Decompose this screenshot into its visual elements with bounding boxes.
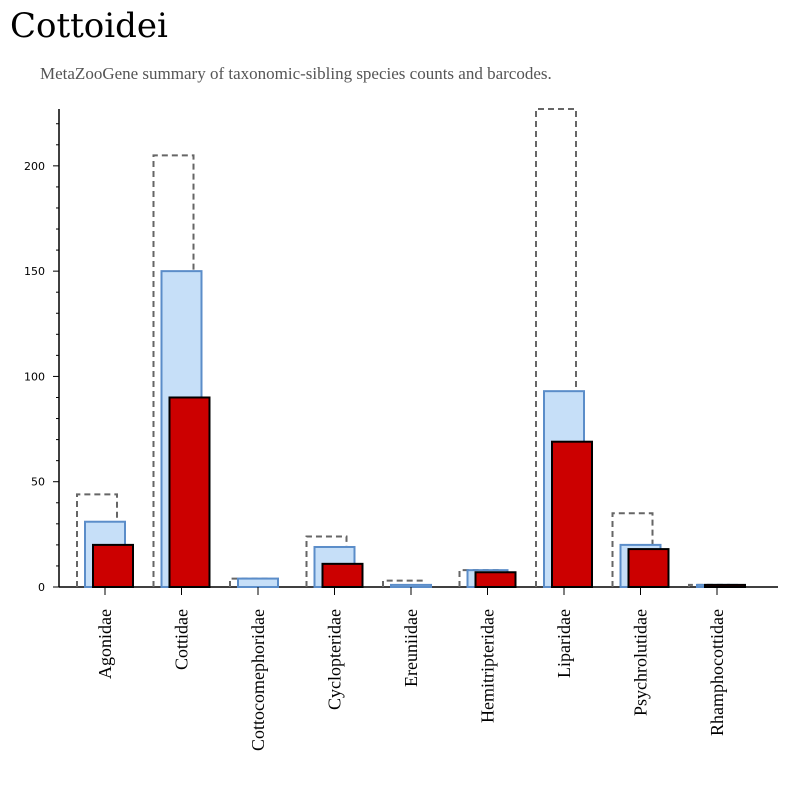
bar-red-agonidae bbox=[92, 543, 134, 588]
x-tick-label-psychrolutidae: Psychrolutidae bbox=[631, 609, 651, 716]
bar-red-liparidae bbox=[551, 440, 593, 588]
bar-red-psychrolutidae bbox=[627, 548, 670, 589]
bar-outline-cottidae bbox=[152, 154, 195, 587]
x-tick-label-cottocomephoridae: Cottocomephoridae bbox=[248, 609, 268, 751]
x-tick-label-cottidae: Cottidae bbox=[172, 609, 192, 670]
x-tick-label-cyclopteridae: Cyclopteridae bbox=[325, 609, 345, 710]
x-tick-label-rhamphocottidae: Rhamphocottidae bbox=[707, 609, 727, 736]
bar-outline-agonidae bbox=[76, 493, 118, 587]
x-tick-label-agonidae: Agonidae bbox=[95, 609, 115, 679]
bar-red-cyclopteridae bbox=[321, 562, 364, 588]
y-tick-label: 50 bbox=[31, 476, 45, 489]
bar-red-hemitripteridae bbox=[474, 571, 517, 588]
chart-subtitle: MetaZooGene summary of taxonomic-sibling… bbox=[40, 64, 552, 83]
y-tick-label: 0 bbox=[38, 581, 45, 594]
x-tick-label-hemitripteridae: Hemitripteridae bbox=[478, 609, 498, 723]
x-tick-label-liparidae: Liparidae bbox=[554, 609, 574, 678]
bar-red-cottidae bbox=[168, 396, 211, 588]
y-tick-label: 150 bbox=[24, 265, 45, 278]
bar-light-cottocomephoridae bbox=[237, 577, 279, 588]
bar-outline-ereuniidae bbox=[382, 579, 424, 587]
x-tick-label-ereuniidae: Ereuniidae bbox=[401, 609, 421, 687]
y-tick-label: 100 bbox=[24, 370, 45, 383]
y-tick-label: 200 bbox=[24, 160, 45, 173]
bar-red-rhamphocottidae bbox=[704, 583, 746, 589]
bar-light-ereuniidae bbox=[390, 583, 432, 589]
chart-title: Cottoidei bbox=[10, 6, 168, 46]
